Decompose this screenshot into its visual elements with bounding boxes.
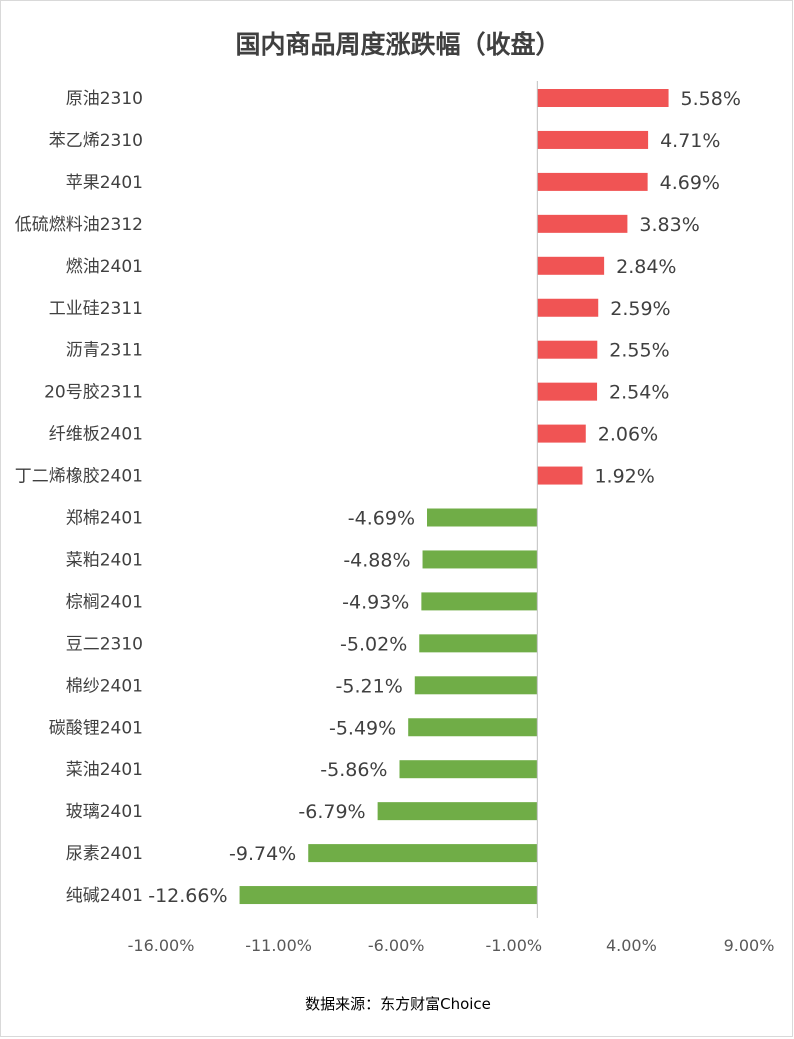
data-label: -5.02% bbox=[340, 633, 407, 655]
data-label: -4.69% bbox=[348, 508, 415, 530]
bar-15 bbox=[408, 718, 538, 737]
category-label: 豆二2310 bbox=[66, 634, 143, 654]
x-tick-label: 9.00% bbox=[724, 936, 775, 955]
x-axis-ticks: -16.00% -11.00% -6.00% -1.00% 4.00% 9.00% bbox=[128, 936, 775, 955]
data-label: 2.84% bbox=[616, 256, 676, 278]
bar-14 bbox=[414, 676, 538, 695]
x-tick-label: -1.00% bbox=[485, 936, 542, 955]
bar-2 bbox=[537, 172, 648, 191]
bar-16 bbox=[399, 760, 538, 779]
category-label: 低硫燃料油2312 bbox=[15, 215, 143, 235]
bar-3 bbox=[537, 214, 628, 233]
category-label: 棉纱2401 bbox=[66, 676, 143, 696]
bar-9 bbox=[537, 466, 583, 485]
data-label: -5.21% bbox=[336, 675, 403, 697]
chart-title: 国内商品周度涨跌幅（收盘） bbox=[235, 30, 560, 59]
data-label: 2.55% bbox=[609, 340, 669, 362]
category-label: 20号胶2311 bbox=[44, 383, 143, 403]
category-label: 丁二烯橡胶2401 bbox=[15, 467, 143, 487]
bar-8 bbox=[537, 424, 586, 443]
category-label: 纯碱2401 bbox=[66, 886, 143, 906]
data-label: 5.58% bbox=[681, 88, 741, 110]
category-label: 苹果2401 bbox=[66, 173, 143, 193]
data-label: 2.54% bbox=[609, 382, 669, 404]
category-labels: 原油2310 苯乙烯2310 苹果2401 低硫燃料油2312 燃油2401 工业硅231… bbox=[15, 89, 143, 906]
category-label: 工业硅2311 bbox=[49, 299, 143, 319]
data-label: 4.69% bbox=[660, 172, 720, 194]
x-tick-label: -16.00% bbox=[128, 936, 195, 955]
data-label: -5.49% bbox=[329, 717, 396, 739]
data-label: -4.88% bbox=[343, 549, 410, 571]
data-label: -5.86% bbox=[320, 759, 387, 781]
data-label: 4.71% bbox=[660, 130, 720, 152]
data-label: -12.66% bbox=[148, 885, 227, 907]
category-label: 燃油2401 bbox=[66, 257, 143, 277]
category-label: 玻璃2401 bbox=[66, 802, 143, 822]
category-label: 菜油2401 bbox=[66, 760, 143, 780]
data-label: -6.79% bbox=[298, 801, 365, 823]
bar-10 bbox=[427, 508, 538, 527]
bar-0 bbox=[537, 89, 669, 107]
category-label: 碳酸锂2401 bbox=[49, 718, 143, 738]
category-label: 尿素2401 bbox=[66, 844, 143, 864]
bar-19 bbox=[239, 886, 538, 905]
bar-7 bbox=[537, 382, 598, 401]
bar-11 bbox=[422, 550, 538, 569]
data-label: -9.74% bbox=[229, 843, 296, 865]
bar-4 bbox=[537, 256, 605, 275]
bar-1 bbox=[537, 130, 649, 149]
x-tick-label: -11.00% bbox=[245, 936, 312, 955]
data-label: 1.92% bbox=[594, 466, 654, 488]
bar-6 bbox=[537, 340, 598, 359]
category-label: 苯乙烯2310 bbox=[49, 131, 143, 151]
bar-17 bbox=[377, 802, 538, 821]
bar-13 bbox=[419, 634, 538, 653]
source-note: 数据来源：东方财富Choice bbox=[305, 995, 491, 1013]
data-label: 3.83% bbox=[639, 214, 699, 236]
bar-5 bbox=[537, 298, 599, 317]
data-label: -4.93% bbox=[342, 591, 409, 613]
data-label: 2.06% bbox=[598, 424, 658, 446]
category-label: 纤维板2401 bbox=[49, 425, 143, 445]
x-tick-label: 4.00% bbox=[606, 936, 657, 955]
category-label: 郑棉2401 bbox=[66, 509, 143, 529]
data-labels: 5.58% 4.71% 4.69% 3.83% 2.84% 2.59% 2.55% 2.54%… bbox=[148, 88, 741, 907]
bar-18 bbox=[308, 844, 538, 863]
category-label: 沥青2311 bbox=[66, 341, 143, 361]
category-label: 棕榈2401 bbox=[66, 592, 143, 612]
bars-layer bbox=[239, 89, 669, 905]
bar-12 bbox=[421, 592, 538, 611]
category-label: 原油2310 bbox=[66, 89, 143, 109]
category-label: 菜粕2401 bbox=[66, 550, 143, 570]
data-label: 2.59% bbox=[610, 298, 670, 320]
x-tick-label: -6.00% bbox=[368, 936, 425, 955]
